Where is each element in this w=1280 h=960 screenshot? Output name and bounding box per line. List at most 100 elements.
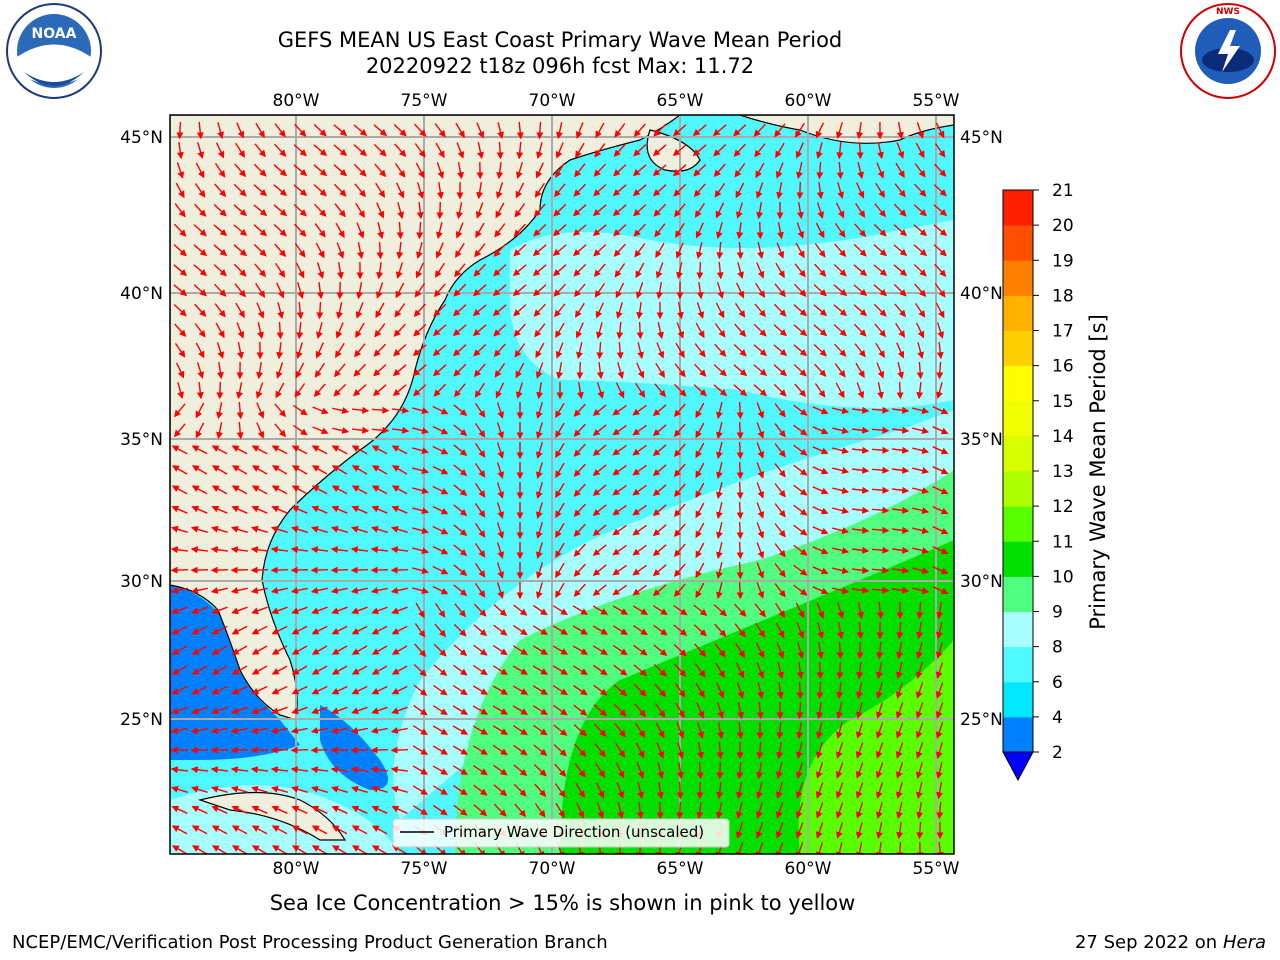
wave-direction-arrow (250, 546, 268, 554)
wave-direction-arrow (892, 486, 910, 494)
wave-direction-arrow (311, 505, 328, 514)
wave-direction-arrow (413, 323, 427, 337)
wave-direction-arrow (713, 364, 727, 377)
wave-direction-arrow (235, 302, 245, 319)
wave-direction-arrow (496, 562, 505, 579)
wave-direction-arrow (210, 525, 228, 533)
wave-direction-arrow (634, 243, 646, 258)
wave-direction-arrow (852, 446, 870, 454)
wave-direction-arrow (592, 484, 607, 496)
wave-direction-arrow (871, 426, 890, 434)
wave-direction-arrow (833, 263, 847, 277)
colorbar-tick-label: 14 (1052, 427, 1074, 447)
wave-direction-arrow (170, 746, 189, 754)
wave-direction-arrow (270, 566, 289, 574)
wave-direction-arrow (176, 162, 185, 179)
wave-direction-arrow (350, 566, 369, 574)
wave-direction-arrow (816, 202, 825, 219)
lon-label-bottom-1: 75°W (401, 859, 448, 879)
wave-direction-arrow (592, 424, 607, 436)
wave-direction-arrow (210, 587, 228, 594)
wave-direction-arrow (871, 546, 890, 554)
wave-direction-arrow (733, 143, 746, 157)
wave-direction-arrow (375, 302, 385, 319)
wave-direction-arrow (217, 122, 225, 140)
wave-direction-arrow (296, 321, 304, 340)
colorbar-tick-label: 15 (1052, 392, 1074, 412)
wave-direction-arrow (214, 303, 226, 318)
wave-direction-arrow (913, 244, 928, 257)
wave-direction-arrow (615, 302, 623, 320)
wave-direction-arrow (453, 584, 468, 596)
wave-direction-arrow (576, 381, 584, 400)
wave-direction-arrow (736, 241, 744, 260)
wave-direction-arrow (592, 504, 607, 516)
wave-direction-arrow (852, 586, 870, 594)
wave-direction-arrow (170, 546, 188, 554)
wave-direction-arrow (793, 504, 808, 516)
wave-direction-arrow (170, 587, 188, 594)
wave-direction-arrow (612, 504, 627, 516)
colorbar-tick-label: 19 (1052, 251, 1074, 271)
wave-direction-arrow (793, 283, 807, 297)
wave-direction-arrow (394, 303, 406, 318)
wave-direction-arrow (893, 203, 907, 217)
wave-direction-arrow (416, 221, 424, 240)
wave-direction-arrow (896, 381, 904, 400)
wave-direction-arrow (574, 163, 586, 178)
wave-direction-arrow (271, 505, 288, 514)
wave-direction-arrow (295, 362, 305, 379)
wave-direction-arrow (493, 323, 507, 337)
wave-direction-arrow (593, 184, 607, 197)
wave-direction-arrow (675, 222, 685, 238)
wave-direction-arrow (213, 244, 228, 257)
wave-direction-arrow (270, 746, 289, 754)
wave-direction-arrow (170, 525, 188, 533)
wave-direction-arrow (312, 426, 329, 435)
wave-direction-arrow (615, 282, 625, 299)
wave-direction-arrow (716, 261, 724, 280)
wave-direction-arrow (695, 502, 705, 519)
wave-direction-arrow (934, 283, 946, 298)
wave-direction-arrow (352, 406, 370, 414)
wave-direction-arrow (251, 606, 268, 615)
wave-direction-arrow (674, 363, 686, 378)
wave-direction-arrow (734, 323, 747, 338)
wave-direction-arrow (432, 565, 449, 575)
wave-direction-arrow (453, 404, 468, 416)
wave-direction-arrow (777, 221, 784, 240)
wave-direction-arrow (914, 303, 926, 318)
wave-direction-arrow (293, 203, 307, 217)
wave-direction-arrow (773, 303, 787, 317)
wave-direction-arrow (516, 121, 524, 140)
wave-direction-arrow (335, 322, 344, 339)
wave-direction-arrow (535, 522, 543, 540)
wave-direction-arrow (853, 323, 867, 337)
wave-direction-arrow (371, 485, 388, 495)
wave-direction-arrow (351, 485, 368, 495)
wave-direction-arrow (575, 142, 585, 159)
wave-direction-arrow (912, 467, 930, 474)
wave-direction-arrow (854, 343, 866, 358)
wave-direction-arrow (292, 424, 308, 436)
wave-direction-arrow (692, 144, 707, 157)
wave-direction-arrow (350, 587, 368, 594)
wave-direction-arrow (755, 162, 765, 179)
wave-direction-arrow (477, 142, 484, 160)
wave-direction-arrow (716, 462, 723, 480)
wave-direction-arrow (756, 402, 765, 419)
wave-direction-arrow (613, 164, 627, 177)
wave-direction-arrow (191, 606, 208, 615)
wave-direction-arrow (474, 523, 486, 538)
wave-direction-arrow (231, 505, 248, 514)
wave-direction-arrow (216, 381, 224, 400)
wave-direction-arrow (812, 486, 829, 495)
wave-direction-arrow (412, 407, 430, 415)
wave-direction-arrow (532, 284, 547, 297)
wave-direction-arrow (593, 263, 606, 278)
wave-direction-arrow (693, 163, 707, 177)
wave-direction-arrow (915, 142, 925, 159)
wave-direction-arrow (494, 223, 506, 238)
wave-direction-arrow (736, 222, 744, 240)
wave-direction-arrow (675, 342, 685, 359)
